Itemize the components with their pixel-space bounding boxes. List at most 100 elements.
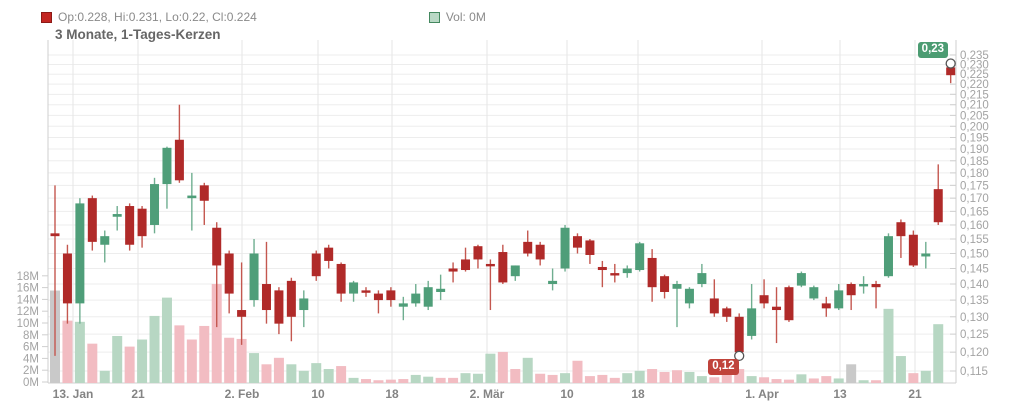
price-tick-label: 0,155 [960,234,989,246]
candle-body [672,284,682,289]
volume-bar [659,371,670,383]
date-tick-label: 13. Jan [53,387,94,401]
candle-body [747,308,757,336]
date-tick-label: 21 [908,387,922,401]
volume-bar [597,374,608,383]
volume-bar [249,353,260,383]
volume-bar [186,339,197,383]
candle-body [622,268,632,274]
volume-bar [273,357,284,383]
volume-bar [808,378,819,383]
candle-body [448,268,458,272]
price-tick-label: 0,235 [960,50,989,62]
candle-body [150,184,160,225]
price-tick-label: 0,210 [960,100,989,112]
candle-body [709,298,719,314]
candle-body [373,293,383,301]
volume-bar [721,370,732,383]
price-tick-label: 0,225 [960,69,989,81]
volume-bar [99,370,110,383]
volume-bar [423,376,434,383]
volume-tick-label: 0M [23,377,39,389]
candle-body [212,227,222,266]
volume-bar [236,338,247,383]
candle-body [224,253,234,294]
volume-bar [622,373,633,383]
price-tick-label: 0,165 [960,206,989,218]
date-tick-label: 21 [131,387,145,401]
candle-body [610,273,620,276]
last-price-badge: 0,23 [917,41,949,58]
volume-bar [435,377,446,383]
date-tick-label: 10 [560,387,574,401]
candle-body [100,236,110,245]
date-tick-label: 18 [385,387,399,401]
chart-title: 3 Monate, 1-Tages-Kerzen [55,27,221,42]
volume-bar [858,380,869,383]
chart-legend: Op:0.228, Hi:0.231, Lo:0.22, Cl:0.224 Vo… [41,10,486,24]
candle-body [560,227,570,269]
volume-tick-label: 4M [23,353,39,365]
candle-body [411,293,421,304]
price-tick-label: 0,220 [960,79,989,91]
candle-body [423,287,433,307]
price-tick-label: 0,150 [960,249,989,261]
volume-tick-label: 18M [17,271,39,283]
date-tick-label: 1. Apr [745,387,779,401]
candle-body [386,290,396,301]
price-tick-label: 0,205 [960,110,989,122]
volume-bar [535,373,546,383]
candle-body [933,189,943,223]
volume-tick-label: 16M [17,283,39,295]
candle-body [299,298,309,311]
date-tick-label: 10 [311,387,325,401]
volume-bar [746,376,757,383]
candle-body [498,252,508,283]
last-price-marker-icon [945,58,956,69]
volume-bar [361,379,371,383]
price-tick-label: 0,170 [960,193,989,205]
volume-bar [547,374,558,383]
volume-bar [609,377,620,383]
volume-bar [373,380,384,383]
volume-bar [672,370,682,383]
price-tick-label: 0,200 [960,121,989,133]
volume-bar [908,373,919,383]
candle-body [473,246,483,260]
candle-body [50,233,60,237]
candle-body [585,240,595,255]
volume-bar [410,374,421,383]
price-tick-label: 0,230 [960,59,989,71]
volume-bar [323,369,334,383]
volume-bar [261,364,272,383]
price-tick-label: 0,115 [960,366,988,378]
volume-bar [448,377,459,383]
volume-series-marker-icon [428,11,440,23]
volume-bar [298,370,309,383]
volume-bar [62,320,73,383]
volume-bar [286,364,297,383]
volume-legend-label: Vol: 0M [445,10,486,24]
candle-body [846,284,856,296]
volume-bar [696,376,707,383]
candle-body [261,284,271,311]
volume-bar [87,343,98,383]
volume-bar [137,339,148,383]
candle-body [237,310,247,317]
volume-bar [883,308,894,383]
volume-bar [771,379,782,383]
candle-body [274,290,284,324]
candle-body [187,195,197,199]
volume-bar [759,377,770,383]
candle-body [510,265,520,277]
candle-body [174,139,184,181]
candle-body [722,308,732,317]
volume-bar [336,366,347,383]
price-tick-label: 0,195 [960,132,989,144]
volume-bar [821,376,832,383]
price-tick-label: 0,145 [960,263,989,275]
candle-body [896,222,906,237]
volume-bars [50,284,944,383]
candle-body [398,303,408,307]
